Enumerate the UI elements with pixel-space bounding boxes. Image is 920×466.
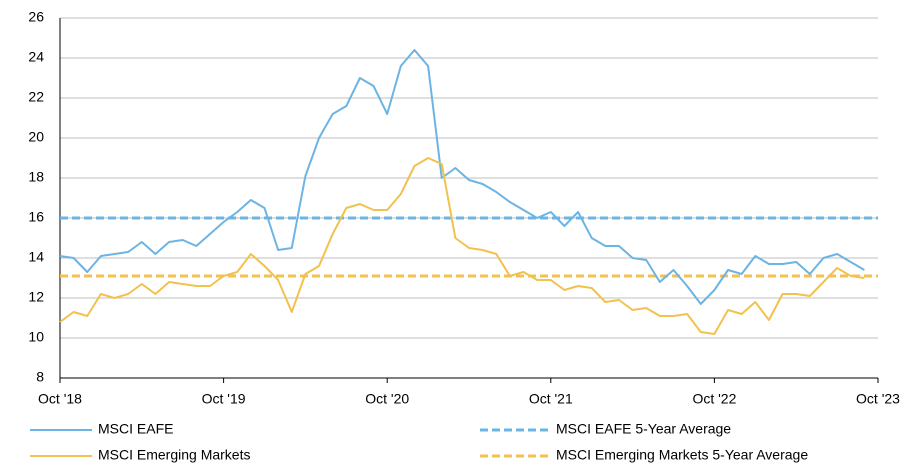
y-tick-label: 16 — [28, 209, 44, 225]
x-tick-label: Oct '23 — [856, 391, 900, 407]
x-tick-label: Oct '21 — [529, 391, 573, 407]
y-tick-label: 10 — [28, 329, 44, 345]
x-tick-label: Oct '22 — [692, 391, 736, 407]
series-line — [59, 49, 865, 305]
y-tick-label: 8 — [36, 369, 44, 385]
y-tick-label: 24 — [28, 49, 44, 65]
y-tick-label: 14 — [28, 249, 44, 265]
x-tick-label: Oct '20 — [365, 391, 409, 407]
y-tick-label: 12 — [28, 289, 44, 305]
legend-label: MSCI Emerging Markets 5-Year Average — [556, 447, 808, 463]
x-tick-label: Oct '18 — [38, 391, 82, 407]
legend-label: MSCI EAFE — [98, 421, 173, 437]
y-tick-label: 20 — [28, 129, 44, 145]
legend-label: MSCI EAFE 5-Year Average — [556, 421, 731, 437]
y-tick-label: 26 — [28, 9, 44, 25]
y-tick-label: 22 — [28, 89, 44, 105]
series-line — [59, 157, 865, 335]
legend-label: MSCI Emerging Markets — [98, 447, 250, 463]
x-tick-label: Oct '19 — [202, 391, 246, 407]
y-tick-label: 18 — [28, 169, 44, 185]
